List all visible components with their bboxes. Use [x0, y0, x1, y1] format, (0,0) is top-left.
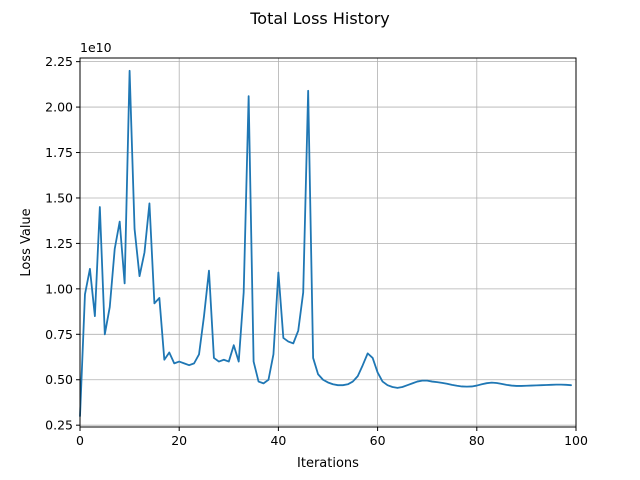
y-axis-label: Loss Value: [19, 208, 34, 276]
y-tick-label: 2.25: [45, 54, 73, 69]
x-tick-label: 40: [270, 433, 286, 448]
plot-series: [79, 69, 572, 417]
y-tick-label: 1.75: [45, 145, 73, 160]
y-tick-label: 0.75: [45, 327, 73, 342]
y-tick-label: 0.50: [45, 372, 73, 387]
x-axis-label: Iterations: [297, 456, 359, 471]
y-tick-label: 0.25: [45, 418, 73, 433]
y-tick-label: 1.00: [45, 281, 73, 296]
x-tick-label: 0: [76, 433, 84, 448]
x-tick-label: 20: [171, 433, 187, 448]
y-tick-label: 1.25: [45, 236, 73, 251]
loss-series-line: [79, 69, 572, 417]
y-axis-ticks: 0.25 0.50 0.75 1.00 1.25 1.50 1.75 2.00 2.25: [45, 54, 80, 433]
y-tick-label: 1.50: [45, 190, 73, 205]
x-tick-label: 80: [469, 433, 485, 448]
x-tick-label: 60: [370, 433, 386, 448]
chart-title: Total Loss History: [249, 9, 390, 28]
y-offset-label: 1e10: [80, 40, 112, 55]
x-axis-ticks: 0 20 40 60 80 100: [76, 427, 588, 448]
y-tick-label: 2.00: [45, 100, 73, 115]
plot-frame: [79, 57, 577, 428]
x-tick-label: 100: [564, 433, 588, 448]
grid-lines: [79, 58, 577, 427]
